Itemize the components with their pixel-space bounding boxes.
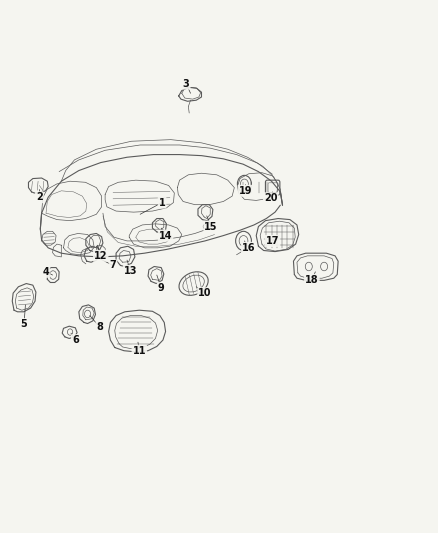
Text: 5: 5 (21, 319, 28, 329)
Text: 1: 1 (159, 198, 166, 207)
Text: 11: 11 (133, 346, 146, 356)
Text: 4: 4 (42, 267, 49, 277)
Text: 7: 7 (110, 261, 117, 270)
Text: 18: 18 (305, 275, 319, 285)
Text: 19: 19 (239, 186, 252, 196)
Text: 17: 17 (266, 236, 279, 246)
Text: 14: 14 (159, 231, 172, 240)
Text: 3: 3 (183, 79, 190, 88)
Text: 13: 13 (124, 266, 137, 276)
Text: 20: 20 (264, 193, 277, 203)
Text: 16: 16 (242, 243, 255, 253)
Text: 12: 12 (94, 251, 107, 261)
Text: 2: 2 (36, 192, 43, 202)
Text: 10: 10 (198, 288, 212, 298)
Text: 9: 9 (158, 283, 165, 293)
Text: 8: 8 (96, 322, 103, 332)
Text: 6: 6 (72, 335, 79, 345)
Text: 15: 15 (205, 222, 218, 231)
